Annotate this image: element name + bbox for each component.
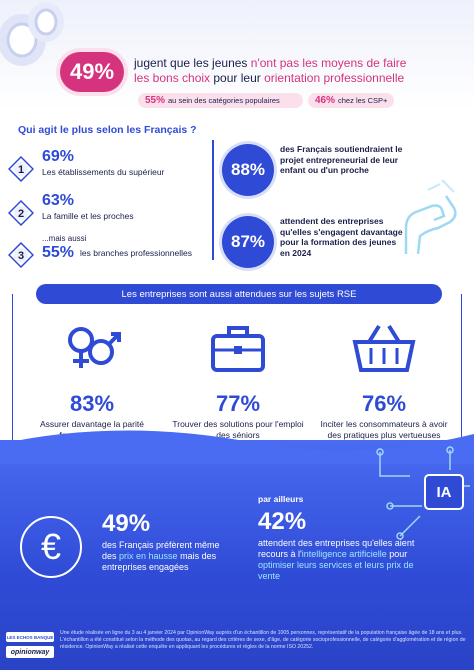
methodology-note: Une étude réalisée en ligne du 3 au 4 ja… — [60, 630, 466, 650]
hero-pill-csp: 46% chez les CSP+ — [308, 93, 394, 108]
rank-2-pct: 63% — [42, 192, 75, 209]
support-1-pct: 88% — [222, 144, 274, 196]
rank-1-icon: 1 — [8, 156, 34, 182]
ranking-item-2: 2 63% La famille et les proches — [8, 192, 218, 232]
rank-2-icon: 2 — [8, 200, 34, 226]
ranking-item-3: 3 ...mais aussi 55% les branches profess… — [8, 234, 218, 274]
hero-pill-popular: 55% au sein des catégories populaires — [138, 93, 303, 108]
rse-item-parity: 83% Assurer davantage la parité femmes/h… — [22, 322, 162, 440]
bottom-2-prefix: par ailleurs — [258, 494, 304, 504]
rank-1-pct: 69% — [42, 148, 75, 165]
ranking-title: Qui agit le plus selon les Français ? — [18, 124, 197, 136]
hero-stat: 49% — [60, 52, 124, 92]
binoculars-icon — [0, 2, 64, 66]
rank-2-label: La famille et les proches — [42, 211, 134, 221]
rse-2-text: Trouver des solutions pour l'emploi des … — [172, 419, 304, 440]
rse-2-pct: 77% — [215, 391, 261, 416]
bottom-1-pct: 49% — [102, 510, 151, 537]
bottom-1-text: des Français préfèrent même des prix en … — [102, 540, 220, 572]
rank-3-prefix: ...mais aussi — [42, 234, 87, 243]
partner-logo: LES ECHOS BANQUE — [6, 632, 54, 642]
opinionway-logo: opinionway — [6, 646, 54, 658]
gender-symbols-icon — [68, 327, 121, 368]
handshake-icon — [404, 179, 457, 255]
ai-chip-icon: IA — [424, 474, 464, 510]
wave-divider — [0, 430, 474, 464]
rse-item-consumers: 76% Inciter les consommateurs à avoir de… — [314, 322, 454, 440]
svg-text:3: 3 — [18, 250, 24, 262]
bottom-2-text: attendent des entreprises qu'elles aient… — [258, 538, 415, 581]
hero-statement: jugent que les jeunes n'ont pas les moye… — [134, 56, 407, 85]
rse-item-seniors: 77% Trouver des solutions pour l'emploi … — [168, 322, 308, 440]
briefcase-icon — [211, 326, 265, 372]
rse-3-pct: 76% — [361, 391, 407, 416]
support-2-pct: 87% — [222, 216, 274, 268]
bottom-2-pct: 42% — [258, 508, 307, 535]
rse-3-text: Inciter les consommateurs à avoir des pr… — [320, 419, 448, 440]
ranking-item-1: 1 69% Les établissements du supérieur — [8, 148, 218, 188]
shopping-basket-icon — [352, 324, 416, 372]
rse-title: Les entreprises sont aussi attendues sur… — [36, 284, 442, 304]
rank-3-pct: 55% — [42, 244, 75, 261]
rank-3-icon: 3 — [8, 242, 34, 268]
divider — [212, 140, 214, 260]
support-panel: 88% des Français soutiendraient le proje… — [218, 136, 466, 280]
euro-icon: € — [20, 516, 82, 578]
rank-1-label: Les établissements du supérieur — [42, 167, 165, 177]
rank-3-label: les branches professionnelles — [80, 248, 192, 258]
support-2-text: attendent des entreprises qu'elles s'eng… — [280, 216, 403, 258]
svg-text:2: 2 — [18, 208, 24, 220]
rse-1-pct: 83% — [69, 391, 115, 416]
svg-text:1: 1 — [18, 164, 24, 176]
support-1-text: des Français soutiendraient le projet en… — [280, 144, 403, 175]
